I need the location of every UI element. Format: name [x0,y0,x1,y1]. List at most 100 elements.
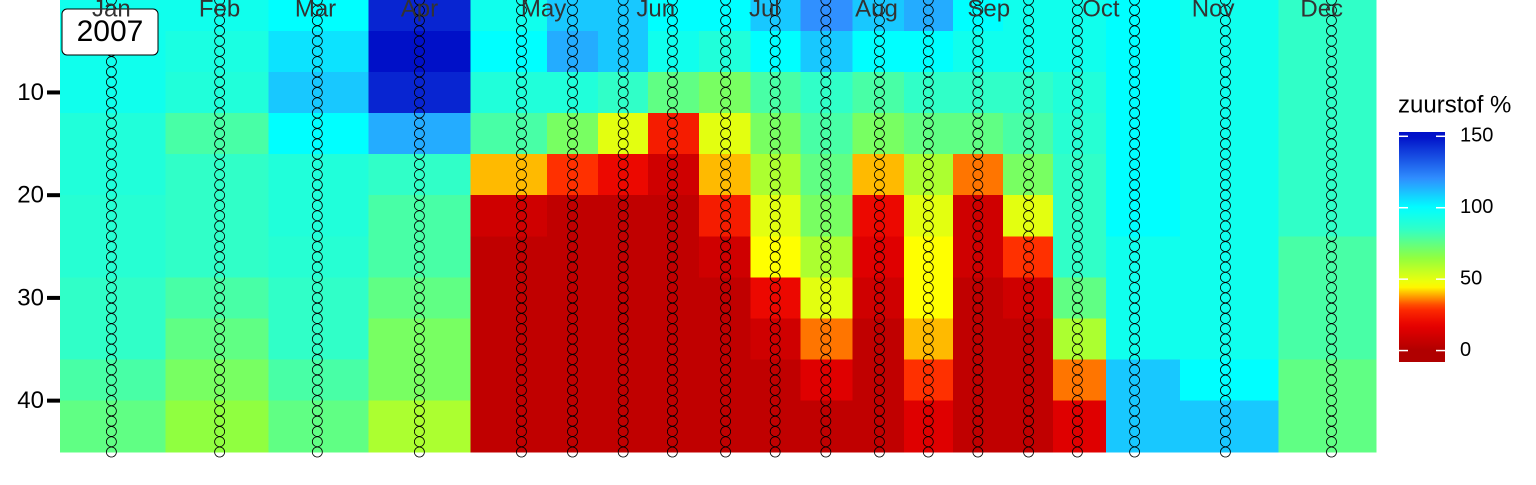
heat-cell [953,318,1004,361]
heat-cell [1105,30,1181,73]
heat-cell [597,71,649,114]
heat-cell [165,359,269,402]
heat-cell [903,30,954,73]
heat-cell [470,277,548,319]
sample-point [972,446,984,458]
heat-cell [165,30,269,73]
heat-cell [165,400,269,453]
heat-cell [368,318,471,361]
heat-cell [60,277,167,319]
heat-cell [470,113,548,155]
heat-cell [903,71,954,114]
heat-cell [750,113,802,155]
heat-cell [750,318,802,361]
heat-cell [268,318,369,361]
annotation: 2007 [77,15,144,48]
heat-cell [1052,318,1107,361]
heat-cell [647,154,700,196]
heat-cell [953,195,1004,237]
heat-cell [597,154,649,196]
heat-cell [750,359,802,402]
heat-cell [800,359,854,402]
heat-cell [750,277,802,319]
x-tick-label: Oct [1082,0,1120,22]
heat-cell [1278,195,1377,237]
heat-cell [268,236,369,278]
heat-cell [597,277,649,319]
heat-cell [368,236,471,278]
heat-cell [953,359,1004,402]
y-tick-label: 40 [17,387,44,414]
heat-cell [953,71,1004,114]
y-tick-label: 10 [17,79,44,106]
heat-cell [800,30,854,73]
heat-cell [470,195,548,237]
heat-cell [268,154,369,196]
heat-cell [1278,400,1377,453]
heat-cell [1180,113,1279,155]
heat-cell [470,71,548,114]
heat-cell [1105,318,1181,361]
heat-cell [165,71,269,114]
sample-point [311,446,323,458]
heat-cell [750,30,802,73]
sample-point [769,446,781,458]
heat-cell [1105,154,1181,196]
heat-cell [852,236,905,278]
heat-cell [750,71,802,114]
heat-cell [546,359,599,402]
heat-cell [698,113,751,155]
heat-cell [368,277,471,319]
sample-point [1326,446,1337,458]
y-tick-label: 20 [17,182,44,209]
heat-cell [647,113,700,155]
heat-cell [165,236,269,278]
x-tick-label: Jun [636,0,675,22]
heat-cell [368,30,471,73]
heat-cell [470,236,548,278]
sample-point [720,446,732,458]
sample-point [105,446,117,458]
heat-cell [698,195,751,237]
heat-cell [800,113,854,155]
heat-cell [852,71,905,114]
x-tick-label: Jul [749,0,780,22]
sample-point [1023,446,1034,458]
heat-cell [852,318,905,361]
heat-cell [852,30,905,73]
heat-cell [1278,0,1377,32]
heat-cell [60,318,167,361]
heat-cell [1052,30,1107,73]
sample-point [922,446,934,458]
heat-cell [698,154,751,196]
heat-cell [800,195,854,237]
heat-cell [698,318,751,361]
x-tick-label: May [521,0,566,22]
heat-cell [800,154,854,196]
heat-cell [698,277,751,319]
heat-cell [1180,195,1279,237]
heat-cell [165,318,269,361]
x-tick-label: Dec [1300,0,1343,22]
heat-cell [597,359,649,402]
x-tick-label: Aug [855,0,898,22]
heat-cell [1278,154,1377,196]
colorbar-label: 0 [1460,339,1471,361]
heat-cell [1003,236,1054,278]
heat-cell [647,236,700,278]
heat-cell [1278,277,1377,319]
heat-cell [60,195,167,237]
heat-cell [647,71,700,114]
heat-cell [1180,71,1279,114]
heat-cell [1003,71,1054,114]
x-tick-label: Jan [92,0,131,22]
heat-cell [647,30,700,73]
heat-cell [1003,30,1054,73]
heat-cell [368,113,471,155]
heat-cell [470,318,548,361]
heat-cell [800,71,854,114]
heat-cell [852,359,905,402]
x-tick-label: Nov [1192,0,1235,22]
heat-cell [1003,277,1054,319]
heat-cell [60,113,167,155]
